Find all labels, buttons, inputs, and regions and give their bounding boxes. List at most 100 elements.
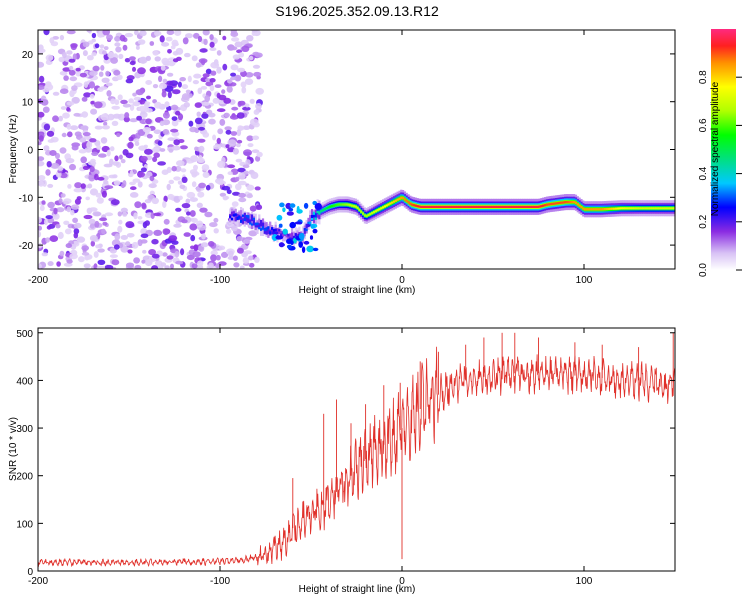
noise-speckle xyxy=(202,101,210,106)
ridge-band-core xyxy=(614,207,618,210)
snr-y-tick-label: 300 xyxy=(16,424,33,435)
noise-speckle xyxy=(139,30,147,37)
ridge-band-inner xyxy=(276,228,279,233)
ridge-band-core xyxy=(609,207,612,210)
noise-speckle xyxy=(47,261,54,267)
noise-speckle xyxy=(67,131,73,138)
noise-speckle xyxy=(66,101,75,106)
noise-speckle xyxy=(88,218,96,225)
ridge-band-core xyxy=(585,208,588,211)
ridge-band-core xyxy=(627,207,630,210)
noise-speckle xyxy=(129,169,134,178)
noise-speckle xyxy=(144,220,150,226)
noise-speckle xyxy=(236,247,244,254)
ridge-band-core xyxy=(545,203,548,206)
ridge-band-core xyxy=(635,207,638,210)
ridge-band-core xyxy=(633,207,636,210)
noise-speckle xyxy=(91,32,97,39)
noise-speckle xyxy=(162,78,168,83)
noise-speckle xyxy=(248,262,255,268)
noise-speckle xyxy=(209,85,215,92)
noise-speckle xyxy=(90,240,96,247)
noise-speckle xyxy=(38,75,45,83)
noise-speckle xyxy=(215,263,220,269)
ridge-band-core xyxy=(372,211,376,214)
noise-speckle xyxy=(166,30,175,36)
noise-speckle xyxy=(209,222,218,228)
noise-speckle xyxy=(173,139,180,146)
noise-speckle xyxy=(38,156,45,162)
noise-speckle xyxy=(146,133,153,139)
ridge-band-inner xyxy=(241,218,244,224)
noise-speckle xyxy=(154,56,161,62)
noise-speckle xyxy=(60,106,67,110)
noise-speckle xyxy=(116,74,123,81)
ridge-band-core xyxy=(320,210,323,213)
ridge-band-core xyxy=(238,215,241,219)
noise-speckle xyxy=(244,78,254,85)
ridge-blob xyxy=(275,235,284,240)
noise-speckle xyxy=(129,118,138,123)
ridge-band-core xyxy=(252,217,255,220)
ridge-band-core xyxy=(656,207,659,210)
ridge-band-core xyxy=(618,207,621,210)
noise-speckle xyxy=(216,92,221,99)
noise-speckle xyxy=(99,217,108,222)
snr-y-tick-label: 200 xyxy=(16,472,33,483)
ridge-band-core xyxy=(669,207,672,210)
noise-speckle xyxy=(252,64,261,69)
ridge-band-core xyxy=(513,205,516,208)
noise-speckle xyxy=(90,100,95,105)
ridge-band-core xyxy=(261,226,265,230)
noise-speckle xyxy=(162,228,170,235)
noise-speckle xyxy=(134,201,142,209)
noise-speckle xyxy=(46,161,52,168)
ridge-band-core xyxy=(236,216,239,221)
noise-speckle xyxy=(236,139,243,144)
noise-speckle xyxy=(202,73,210,78)
noise-speckle xyxy=(87,183,93,189)
noise-speckle xyxy=(41,252,48,257)
noise-speckle xyxy=(128,98,134,104)
noise-speckle xyxy=(132,92,137,97)
ridge-band-core xyxy=(351,204,354,207)
noise-speckle xyxy=(81,252,90,256)
noise-speckle xyxy=(201,233,206,240)
ridge-band-core xyxy=(280,233,283,237)
ridge-band-inner xyxy=(232,211,235,217)
noise-speckle xyxy=(199,48,208,53)
ridge-band-core xyxy=(341,203,345,206)
noise-speckle xyxy=(109,146,115,152)
ridge-band-core xyxy=(554,202,558,205)
ridge-band-mid xyxy=(311,209,314,221)
noise-speckle xyxy=(38,61,45,68)
noise-speckle xyxy=(95,244,100,249)
noise-speckle xyxy=(145,80,153,85)
noise-speckle xyxy=(133,96,142,101)
noise-speckle xyxy=(65,158,75,164)
noise-speckle xyxy=(221,89,226,94)
noise-speckle xyxy=(193,244,199,252)
noise-speckle xyxy=(96,144,101,150)
ridge-band-core xyxy=(229,215,232,218)
ridge-band-core xyxy=(336,203,339,206)
noise-speckle xyxy=(243,170,249,175)
ridge-band-core xyxy=(387,203,390,206)
ridge-band-core xyxy=(658,207,661,210)
noise-speckle xyxy=(151,238,159,245)
snr-x-axis-label: Height of straight line (km) xyxy=(299,584,416,595)
noise-speckle xyxy=(182,37,189,45)
ridge-band-core xyxy=(460,205,463,208)
noise-speckle xyxy=(162,200,167,208)
noise-speckle xyxy=(196,202,203,208)
noise-speckle xyxy=(109,158,114,166)
ridge-band-core xyxy=(534,205,538,208)
ridge-band-core xyxy=(522,205,525,208)
ridge-band-core xyxy=(578,204,581,207)
noise-speckle xyxy=(231,201,239,207)
noise-speckle xyxy=(73,112,81,117)
ridge-band-core xyxy=(230,217,234,221)
noise-speckle xyxy=(205,68,212,75)
noise-speckle xyxy=(66,30,76,35)
ridge-band-core xyxy=(523,205,527,208)
